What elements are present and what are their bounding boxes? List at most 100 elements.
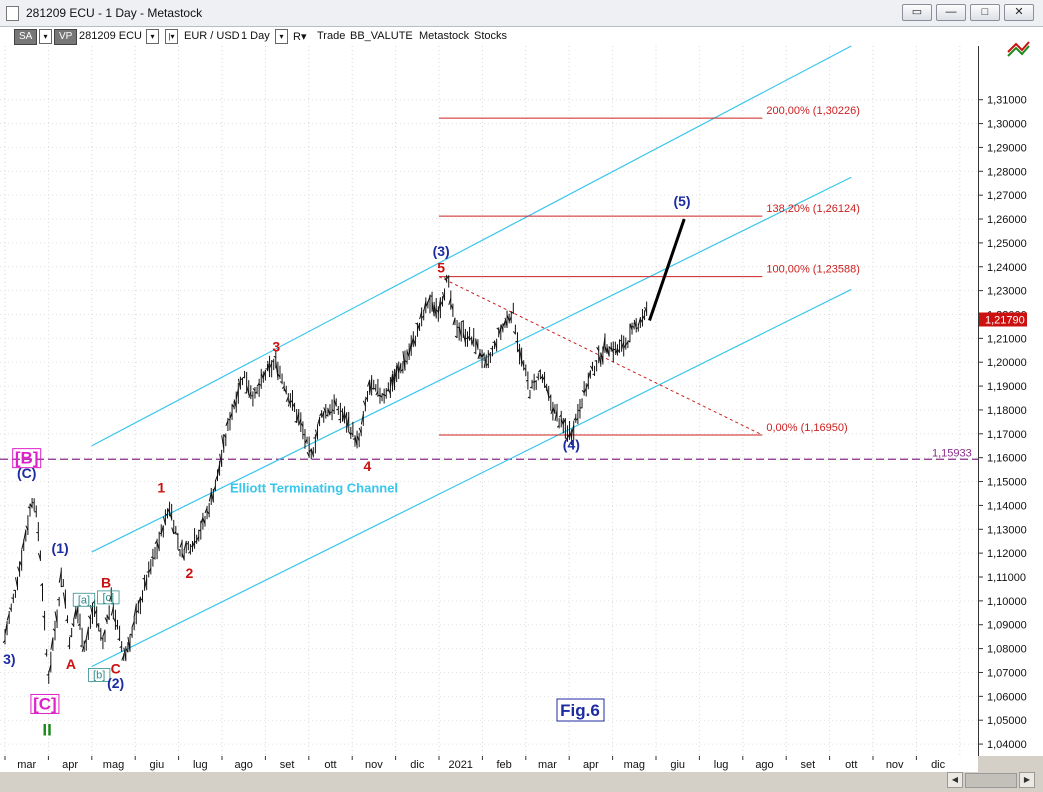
price-bar-open (34, 510, 37, 513)
price-bar-open (165, 513, 168, 516)
price-bar-open (279, 381, 283, 383)
price-bar-open (371, 387, 374, 390)
price-bar-open (587, 371, 591, 379)
price-bar-open (387, 388, 391, 395)
instrument-label[interactable]: EUR / USD (184, 30, 240, 42)
price-bar-open (644, 306, 648, 313)
y-tick-label: 1,26000 (987, 214, 1027, 226)
price-bar-open (15, 577, 18, 588)
price-bar-open (467, 335, 470, 340)
sa-button[interactable]: SA (14, 29, 38, 45)
price-bar-open (67, 645, 70, 647)
price-bar-open (75, 606, 79, 618)
price-bar-open (217, 463, 221, 476)
price-bar-open (215, 475, 218, 481)
pipe-icon[interactable]: |▾ (165, 29, 178, 44)
price-bar-open (325, 414, 329, 417)
price-bar-open (617, 349, 620, 353)
chevron-down-icon[interactable]: ▾ (275, 29, 288, 44)
x-tick-label: feb (496, 759, 511, 771)
price-bar-open (600, 352, 604, 363)
price-bar-open (590, 365, 593, 370)
wave-label-box (72, 592, 96, 607)
price-bar-open (462, 333, 466, 343)
price-bar-open (314, 429, 318, 439)
scroll-left-icon[interactable]: ◀ (947, 772, 963, 788)
price-bar-open (169, 512, 173, 520)
price-bar-open (127, 636, 131, 652)
y-tick-label: 1,31000 (987, 95, 1027, 107)
price-bar-open (442, 292, 446, 301)
price-bar-open (398, 364, 402, 373)
chevron-down-icon[interactable]: ▾ (146, 29, 159, 44)
price-bar-open (108, 595, 112, 602)
wave-label: [b] (93, 669, 105, 681)
price-bar-open (437, 299, 441, 314)
price-bar-open (196, 536, 200, 541)
price-bar-open (252, 388, 256, 392)
price-bar-open (102, 629, 106, 637)
maximize-button[interactable]: □ (970, 4, 1000, 21)
price-bar-open (348, 431, 352, 436)
price-bar-open (381, 393, 385, 396)
wave-label: [c] (102, 592, 114, 604)
close-button[interactable]: ✕ (1004, 4, 1034, 21)
price-bar-open (69, 635, 72, 638)
price-bar-open (258, 383, 262, 386)
price-bar-open (498, 327, 502, 335)
price-bar-open (571, 425, 575, 435)
price-bar-open (610, 347, 614, 353)
provider-label: Metastock (419, 30, 470, 42)
price-axis-panel[interactable] (978, 46, 1043, 756)
r-menu-label[interactable]: R▾ (293, 31, 307, 43)
price-bar-open (406, 351, 410, 358)
price-bar-open (575, 418, 579, 421)
price-bar-open (90, 605, 93, 616)
chart-area[interactable] (0, 46, 978, 756)
price-bar-open (565, 437, 568, 441)
x-tick-label: mag (103, 759, 124, 771)
x-tick-label: ott (324, 759, 336, 771)
price-bar-open (237, 378, 241, 389)
chevron-down-icon[interactable]: ▾ (39, 29, 52, 44)
price-bar-open (83, 639, 87, 645)
price-bar-open (154, 540, 158, 545)
price-bar-open (96, 623, 100, 628)
price-bar-open (479, 352, 483, 358)
chart-type-icon (1007, 45, 1030, 57)
vp-button[interactable]: VP (54, 29, 78, 45)
symbol-label[interactable]: 281209 ECU (79, 30, 142, 42)
last-price-label: 1,21790 (985, 314, 1025, 326)
y-tick-label: 1,07000 (987, 667, 1027, 679)
price-bar-open (410, 337, 414, 347)
price-bar-open (452, 317, 456, 326)
price-bar-open (225, 420, 229, 427)
minimize-button[interactable]: — (936, 4, 966, 21)
price-bar-open (281, 386, 285, 389)
x-tick-label: mar (538, 759, 557, 771)
time-axis-panel[interactable] (0, 756, 978, 772)
price-bar-open (375, 390, 379, 396)
price-bar-open (329, 411, 333, 414)
price-bar-open (167, 507, 171, 514)
trade-label[interactable]: Trade (317, 30, 346, 42)
scroll-right-icon[interactable]: ▶ (1019, 772, 1035, 788)
interval-label[interactable]: 1 Day (241, 30, 270, 42)
price-bar-open (17, 566, 21, 573)
price-bar-open (331, 409, 335, 412)
price-bar-open (23, 530, 27, 541)
price-bar-open (50, 637, 54, 650)
y-tick-label: 1,05000 (987, 715, 1027, 727)
price-bar-open (421, 315, 425, 319)
price-bar-open (577, 409, 581, 412)
document-icon (6, 6, 19, 21)
price-bar-open (631, 326, 635, 328)
figure-label-box (556, 698, 605, 722)
horizontal-scrollbar[interactable] (0, 772, 1043, 792)
wave-label: (4) (563, 436, 580, 452)
scroll-thumb[interactable] (965, 773, 1017, 788)
x-tick-label: dic (931, 759, 946, 771)
price-bar-open (512, 331, 516, 335)
restore-all-button[interactable]: ▭ (902, 4, 932, 21)
price-bar-open (562, 418, 566, 424)
